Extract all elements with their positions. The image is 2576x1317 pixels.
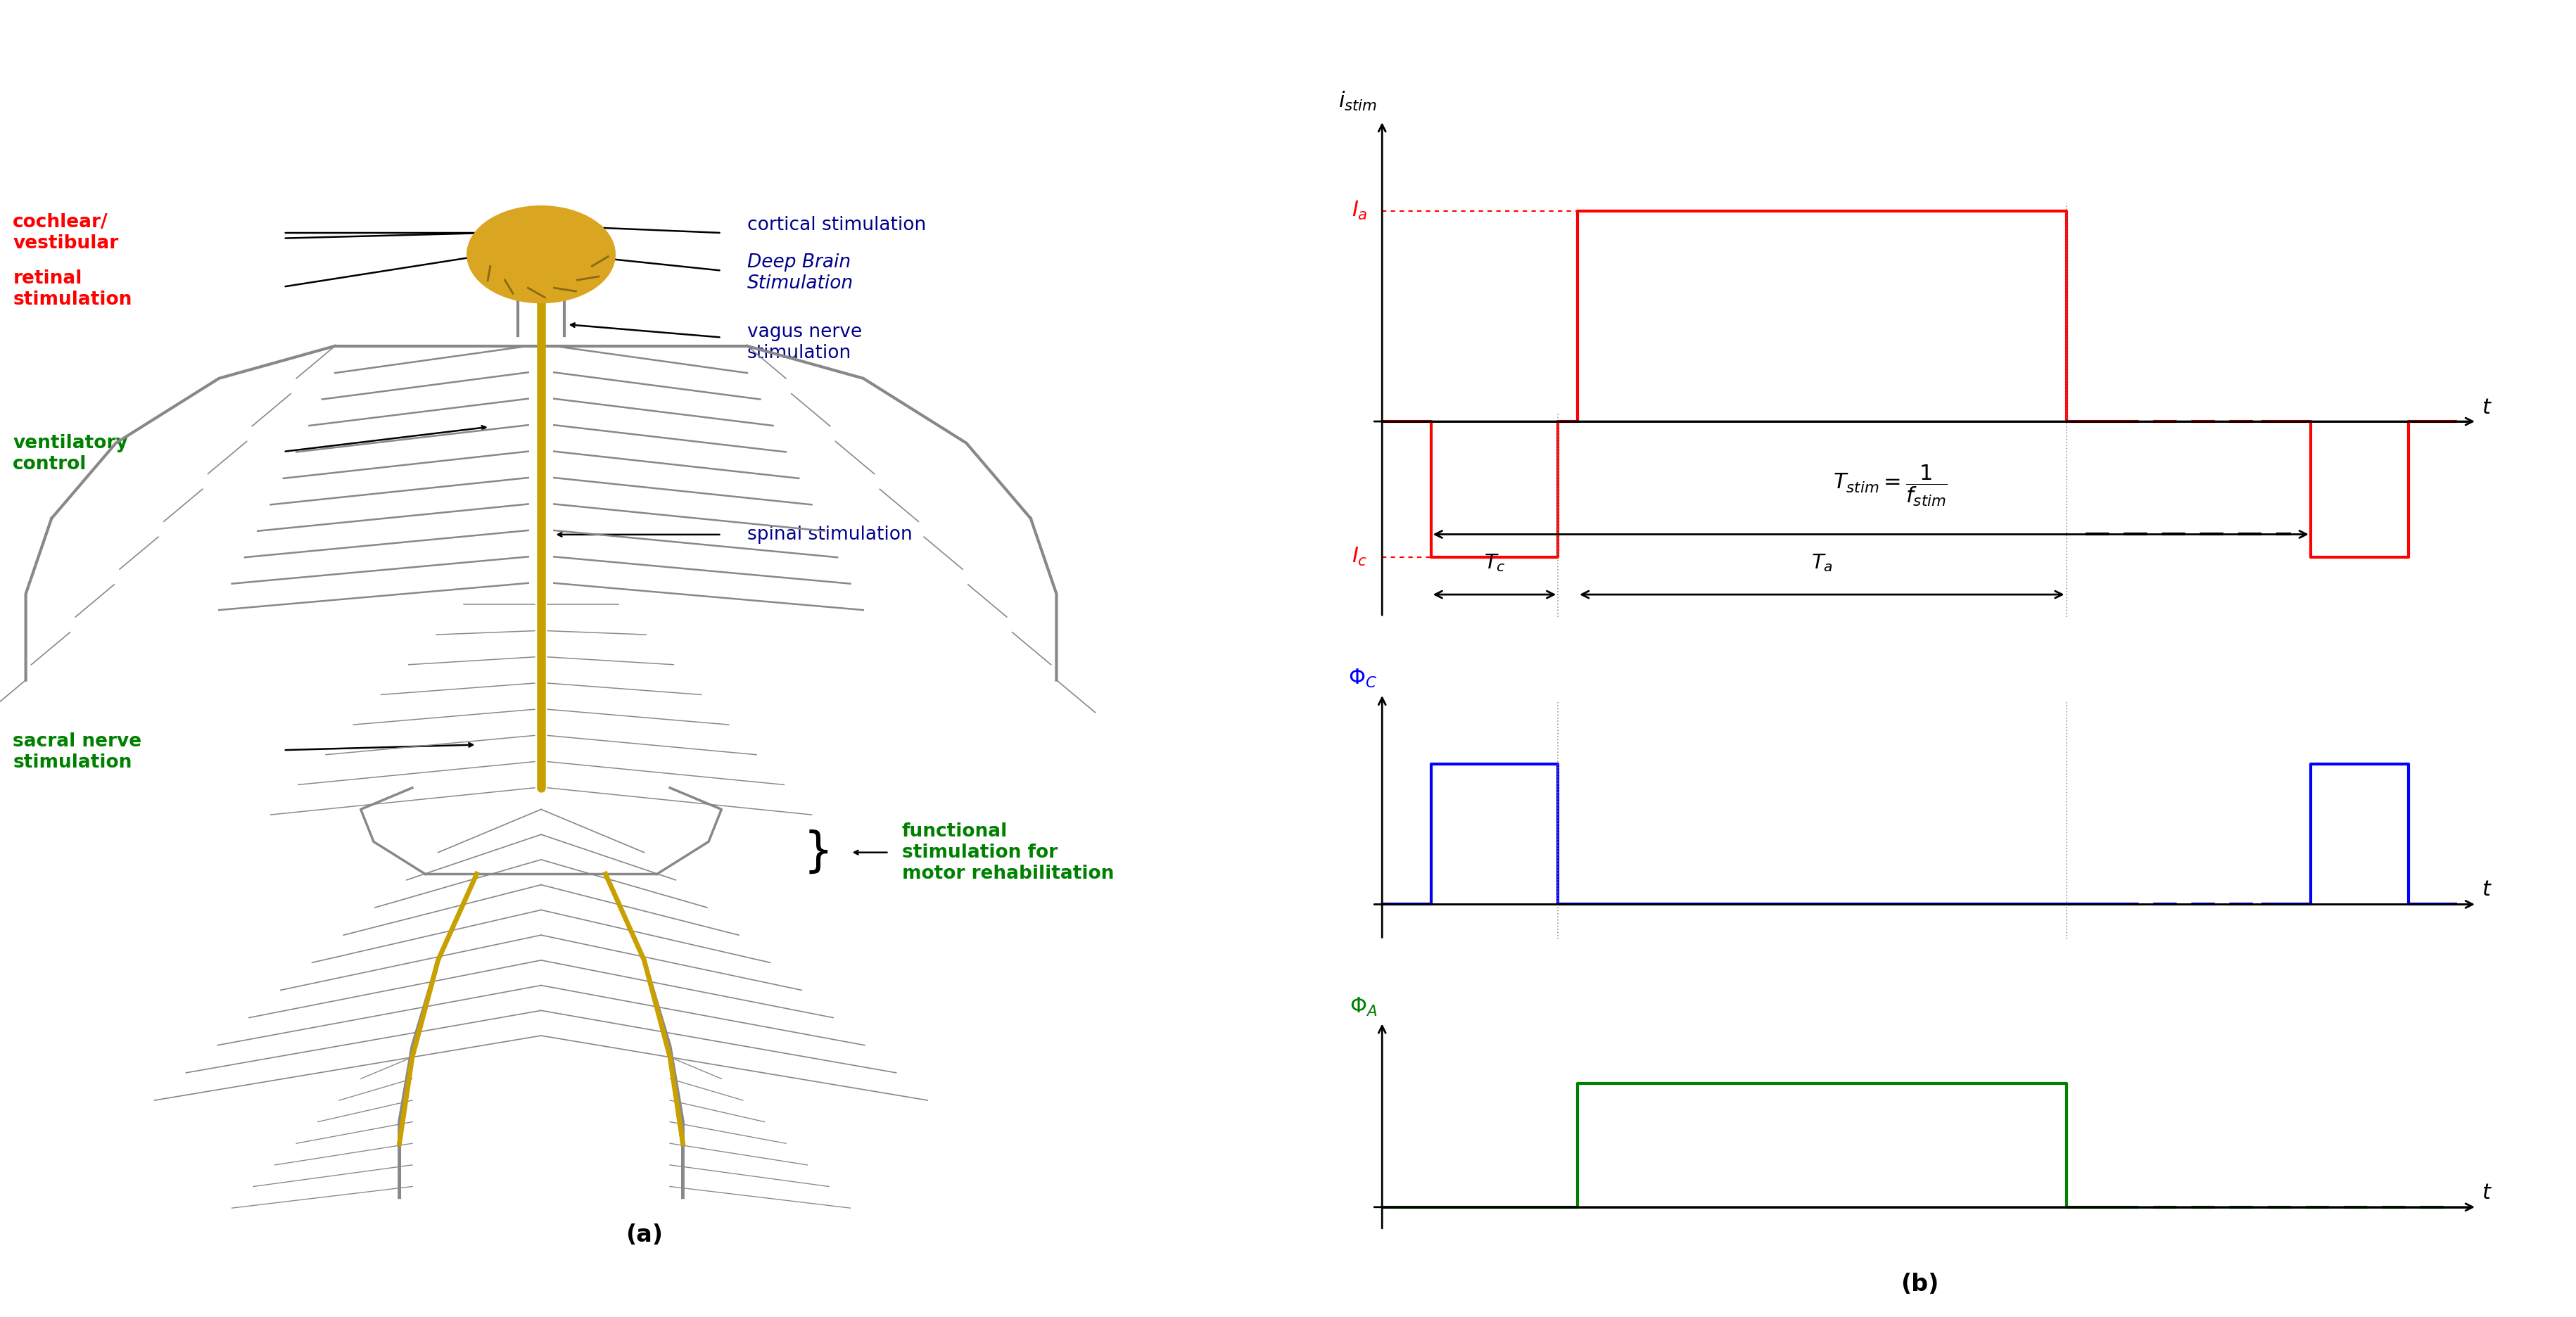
Text: sacral nerve
stimulation: sacral nerve stimulation bbox=[13, 732, 142, 772]
Text: retinal
stimulation: retinal stimulation bbox=[13, 269, 131, 308]
Text: $t$: $t$ bbox=[2481, 398, 2491, 417]
Text: Deep Brain
Stimulation: Deep Brain Stimulation bbox=[747, 253, 853, 292]
Text: (a): (a) bbox=[626, 1223, 662, 1247]
Ellipse shape bbox=[466, 205, 616, 303]
Text: vagus nerve
stimulation: vagus nerve stimulation bbox=[747, 323, 863, 362]
Text: (b): (b) bbox=[1901, 1272, 1937, 1296]
Text: $T_c$: $T_c$ bbox=[1484, 553, 1504, 573]
Text: $T_a$: $T_a$ bbox=[1811, 553, 1832, 573]
Text: ventilatory
control: ventilatory control bbox=[13, 435, 129, 474]
Text: cochlear/
vestibular: cochlear/ vestibular bbox=[13, 213, 118, 253]
Text: $t$: $t$ bbox=[2481, 880, 2491, 900]
Text: $T_{stim} = \dfrac{1}{f_{stim}}$: $T_{stim} = \dfrac{1}{f_{stim}}$ bbox=[1832, 464, 1947, 508]
Text: $I_c$: $I_c$ bbox=[1352, 547, 1368, 568]
Text: $\Phi_C$: $\Phi_C$ bbox=[1347, 668, 1376, 689]
Text: }: } bbox=[804, 830, 832, 876]
Text: $I_a$: $I_a$ bbox=[1350, 200, 1368, 221]
Text: cortical stimulation: cortical stimulation bbox=[747, 216, 925, 234]
Text: functional
stimulation for
motor rehabilitation: functional stimulation for motor rehabil… bbox=[902, 822, 1113, 882]
Text: $\Phi_A$: $\Phi_A$ bbox=[1350, 996, 1376, 1018]
Text: spinal stimulation: spinal stimulation bbox=[747, 525, 912, 544]
Text: $i_{stim}$: $i_{stim}$ bbox=[1337, 91, 1376, 113]
Text: $t$: $t$ bbox=[2481, 1183, 2491, 1204]
